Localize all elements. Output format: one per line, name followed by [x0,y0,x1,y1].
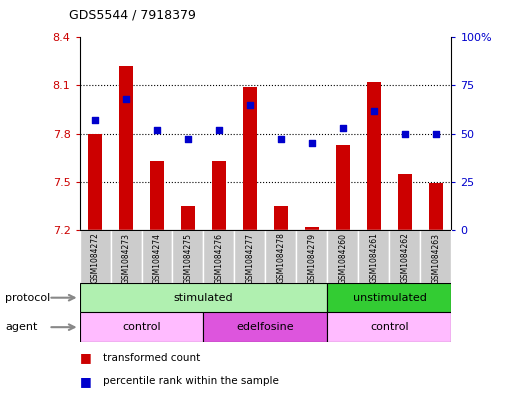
Text: GSM1084260: GSM1084260 [339,233,347,284]
Bar [265,230,297,283]
Point [246,101,254,108]
Point [153,127,161,133]
Bar [243,87,257,230]
Point [122,96,130,102]
Text: unstimulated: unstimulated [352,293,426,303]
Text: GDS5544 / 7918379: GDS5544 / 7918379 [69,9,196,22]
Text: stimulated: stimulated [174,293,233,303]
Bar [142,230,172,283]
Point [370,107,378,114]
Bar [119,66,133,230]
Bar [110,230,142,283]
Text: GSM1084273: GSM1084273 [122,233,130,284]
Bar [398,174,412,230]
Bar [80,312,204,342]
Text: GSM1084276: GSM1084276 [214,233,224,284]
Text: GSM1084277: GSM1084277 [246,233,254,284]
Bar [172,230,204,283]
Bar [80,230,110,283]
Bar [274,206,288,230]
Bar [297,230,327,283]
Bar [327,312,451,342]
Point [339,125,347,131]
Bar [204,312,327,342]
Bar [204,230,234,283]
Bar [150,161,164,230]
Bar [429,184,443,230]
Text: GSM1084272: GSM1084272 [90,233,100,283]
Text: GSM1084261: GSM1084261 [369,233,379,283]
Bar [212,161,226,230]
Bar [367,82,381,230]
Text: ■: ■ [80,351,91,364]
Text: control: control [370,322,409,332]
Point [401,130,409,137]
Bar [80,283,327,312]
Bar [88,134,102,230]
Text: GSM1084275: GSM1084275 [184,233,192,284]
Point [184,136,192,143]
Point [308,140,316,146]
Bar [327,283,451,312]
Text: protocol: protocol [5,293,50,303]
Text: ■: ■ [80,375,91,388]
Text: GSM1084279: GSM1084279 [307,233,317,284]
Text: percentile rank within the sample: percentile rank within the sample [103,376,279,386]
Bar [181,206,195,230]
Text: GSM1084262: GSM1084262 [401,233,409,283]
Bar [389,230,421,283]
Text: GSM1084263: GSM1084263 [431,233,441,284]
Point [215,127,223,133]
Bar [327,230,359,283]
Bar [359,230,389,283]
Point [432,130,440,137]
Text: edelfosine: edelfosine [236,322,294,332]
Point [277,136,285,143]
Bar [421,230,451,283]
Point [91,117,99,123]
Text: GSM1084274: GSM1084274 [152,233,162,284]
Bar [305,227,319,230]
Text: agent: agent [5,322,37,332]
Text: GSM1084278: GSM1084278 [277,233,285,283]
Text: control: control [122,322,161,332]
Text: transformed count: transformed count [103,353,200,363]
Bar [234,230,265,283]
Bar [336,145,350,230]
